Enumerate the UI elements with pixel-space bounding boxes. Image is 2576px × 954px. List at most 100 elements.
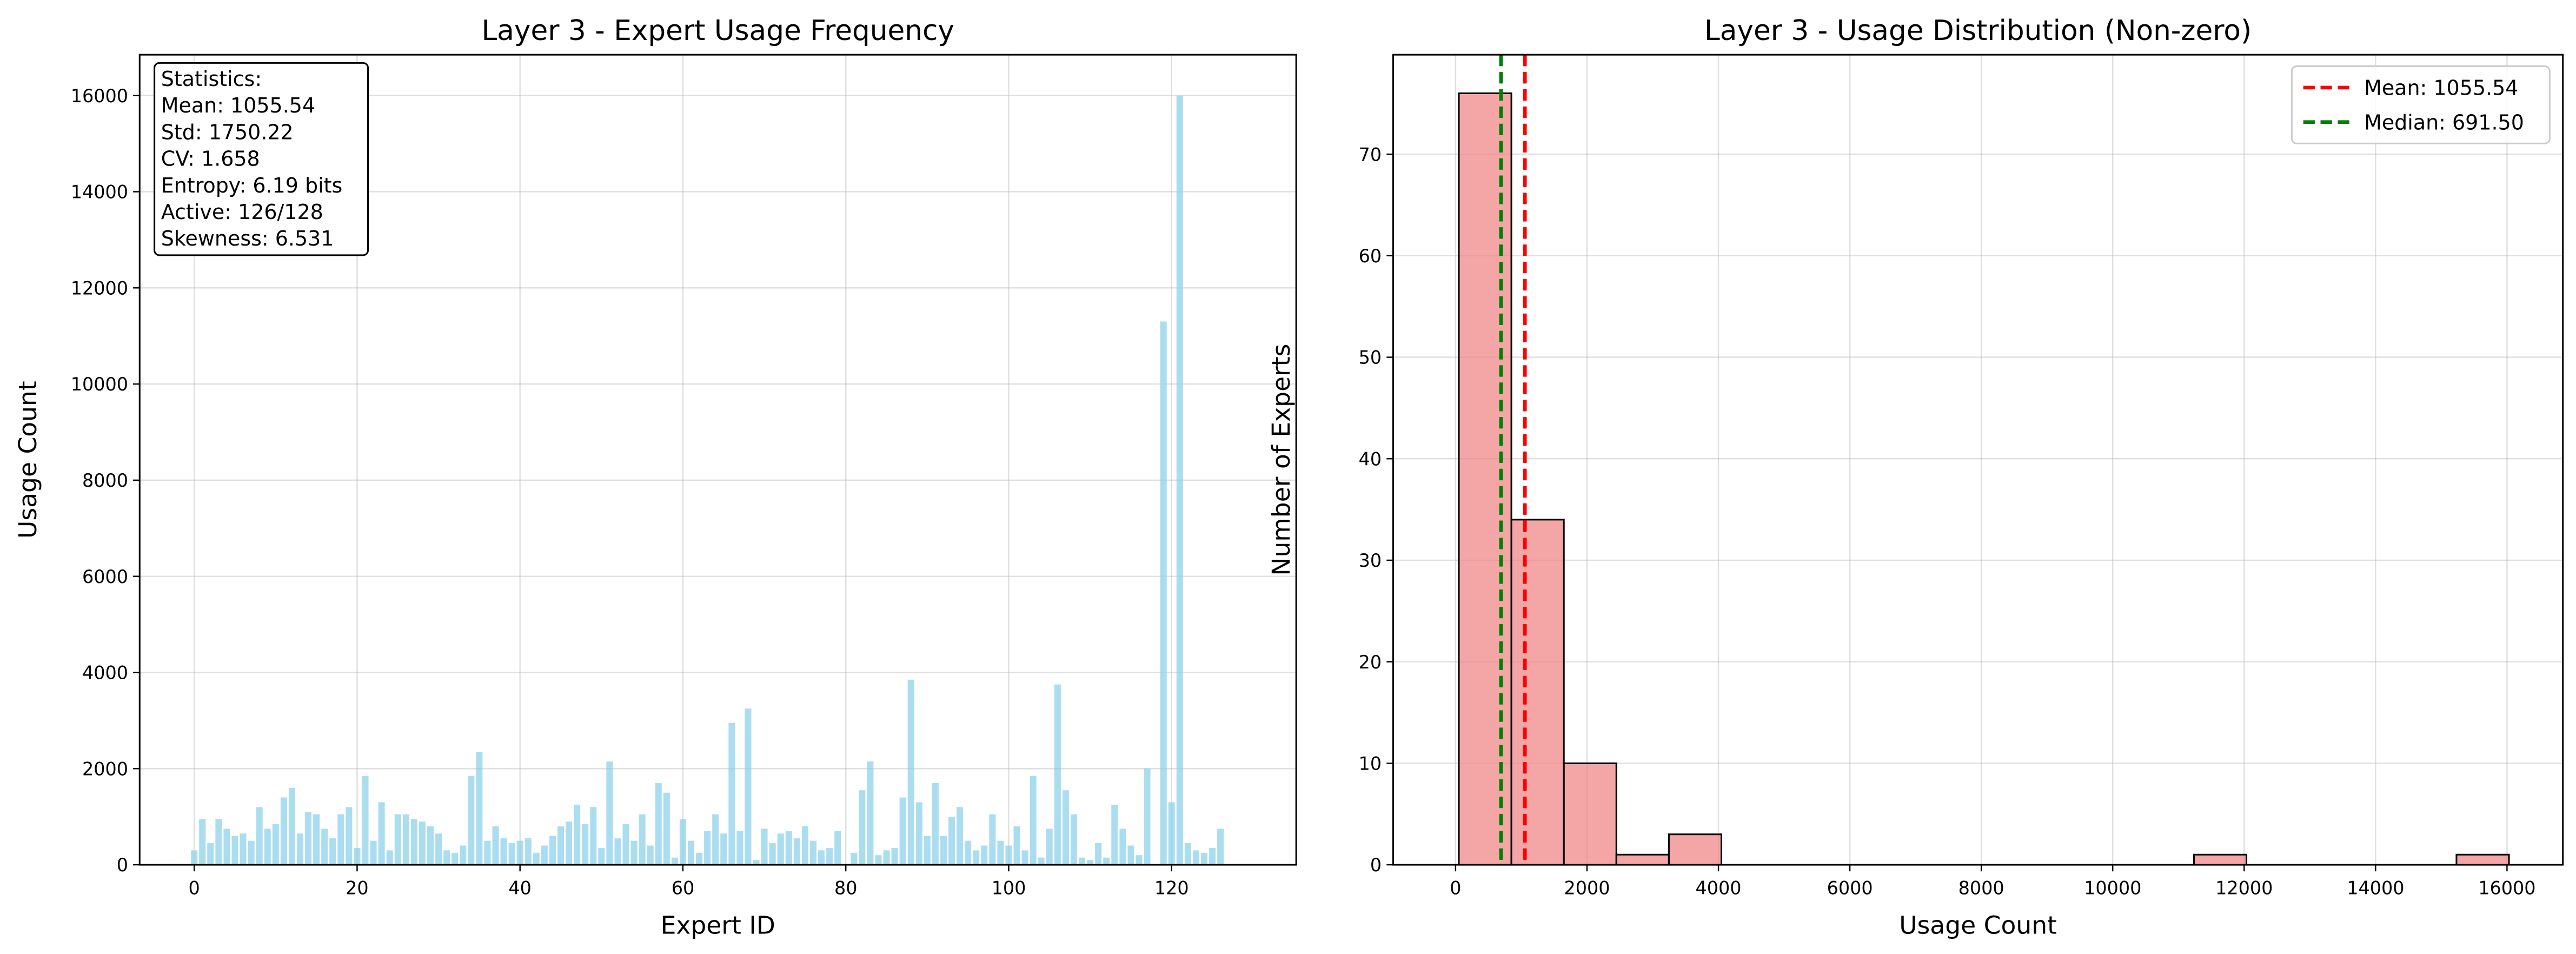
bar — [1160, 321, 1167, 865]
x-tick-label: 40 — [508, 878, 532, 899]
stats-line: Skewness: 6.531 — [161, 227, 334, 250]
x-tick-label: 20 — [346, 878, 369, 899]
bar — [915, 802, 922, 865]
bar — [1087, 860, 1094, 865]
bar — [223, 829, 230, 865]
histogram-bar — [1458, 92, 1512, 866]
y-tick-label: 0 — [1370, 854, 1382, 876]
histogram-bar — [1510, 519, 1565, 866]
y-tick-label: 4000 — [82, 662, 128, 684]
bar — [859, 790, 866, 865]
bar — [598, 847, 605, 865]
bar — [410, 819, 417, 865]
x-tick-label: 8000 — [1958, 878, 2004, 899]
x-tick-label: 2000 — [1564, 878, 1610, 899]
bar — [965, 840, 972, 865]
bar — [704, 831, 711, 865]
bar — [753, 860, 760, 865]
histogram-bar — [1668, 833, 1723, 866]
y-tick-label: 16000 — [71, 85, 128, 107]
stats-box — [154, 62, 369, 256]
bar — [745, 708, 752, 865]
bar — [452, 852, 459, 865]
bar — [1111, 804, 1118, 865]
bar — [736, 831, 743, 865]
bar — [443, 850, 450, 865]
y-tick-label: 60 — [1359, 246, 1382, 267]
legend-box — [2290, 65, 2551, 144]
bar — [288, 787, 295, 865]
bar — [948, 817, 955, 865]
x-tick-label: 12000 — [2215, 878, 2273, 899]
x-tick-label: 14000 — [2347, 878, 2404, 899]
bar — [240, 833, 247, 865]
bar — [761, 829, 768, 865]
bar — [394, 814, 401, 865]
bar — [875, 855, 882, 865]
bar — [981, 845, 988, 865]
y-tick-label: 50 — [1359, 347, 1382, 368]
bar — [215, 819, 222, 865]
bar — [1095, 843, 1102, 865]
stats-line: Mean: 1055.54 — [161, 94, 315, 117]
bar — [525, 838, 532, 865]
bar — [818, 850, 825, 865]
bar — [1030, 776, 1037, 865]
bar — [1079, 857, 1086, 865]
bar — [1038, 857, 1045, 865]
chart-title: Layer 3 - Expert Usage Frequency — [482, 15, 954, 47]
bar — [346, 807, 353, 865]
bar — [541, 845, 548, 865]
bar — [801, 826, 808, 865]
histogram-bar — [1563, 762, 1617, 866]
stats-line: Entropy: 6.19 bits — [161, 174, 343, 197]
bar — [557, 826, 565, 865]
bar — [476, 752, 483, 865]
bar — [272, 824, 279, 865]
y-tick-label: 20 — [1359, 652, 1382, 673]
bar — [533, 852, 540, 865]
bar — [973, 850, 980, 865]
bar — [256, 807, 263, 865]
bar — [305, 812, 312, 865]
stats-line: Statistics: — [161, 67, 262, 91]
x-axis-label: Expert ID — [661, 911, 775, 940]
bar — [671, 857, 678, 865]
x-tick-label: 100 — [992, 878, 1026, 899]
x-axis-label: Usage Count — [1899, 911, 2057, 940]
bar — [1062, 790, 1069, 865]
bar — [321, 829, 328, 865]
bar — [460, 845, 467, 865]
bar — [337, 814, 344, 865]
bar — [826, 847, 833, 865]
bar — [484, 840, 491, 865]
bar — [696, 852, 703, 865]
histogram-bar — [2455, 853, 2510, 866]
bar — [940, 836, 947, 865]
bar — [1021, 850, 1028, 865]
bar — [419, 822, 426, 865]
bar — [793, 838, 800, 865]
bar — [932, 783, 939, 865]
bar — [679, 819, 686, 865]
y-axis-label: Number of Experts — [1267, 344, 1296, 576]
bar — [1209, 847, 1216, 865]
bar — [630, 840, 638, 865]
bar — [1054, 684, 1061, 865]
bar — [566, 822, 573, 865]
x-tick-label: 4000 — [1696, 878, 1742, 899]
bar — [989, 814, 996, 865]
stats-line: CV: 1.658 — [161, 147, 260, 171]
bar — [231, 836, 238, 865]
bar — [1046, 829, 1053, 865]
bar — [435, 833, 442, 865]
bar — [728, 723, 735, 865]
bar — [867, 761, 874, 865]
bar — [1070, 814, 1077, 865]
bar — [614, 838, 621, 865]
bar — [785, 831, 792, 865]
y-tick-label: 14000 — [71, 182, 128, 203]
bar — [500, 838, 507, 865]
y-tick-label: 12000 — [71, 277, 128, 299]
